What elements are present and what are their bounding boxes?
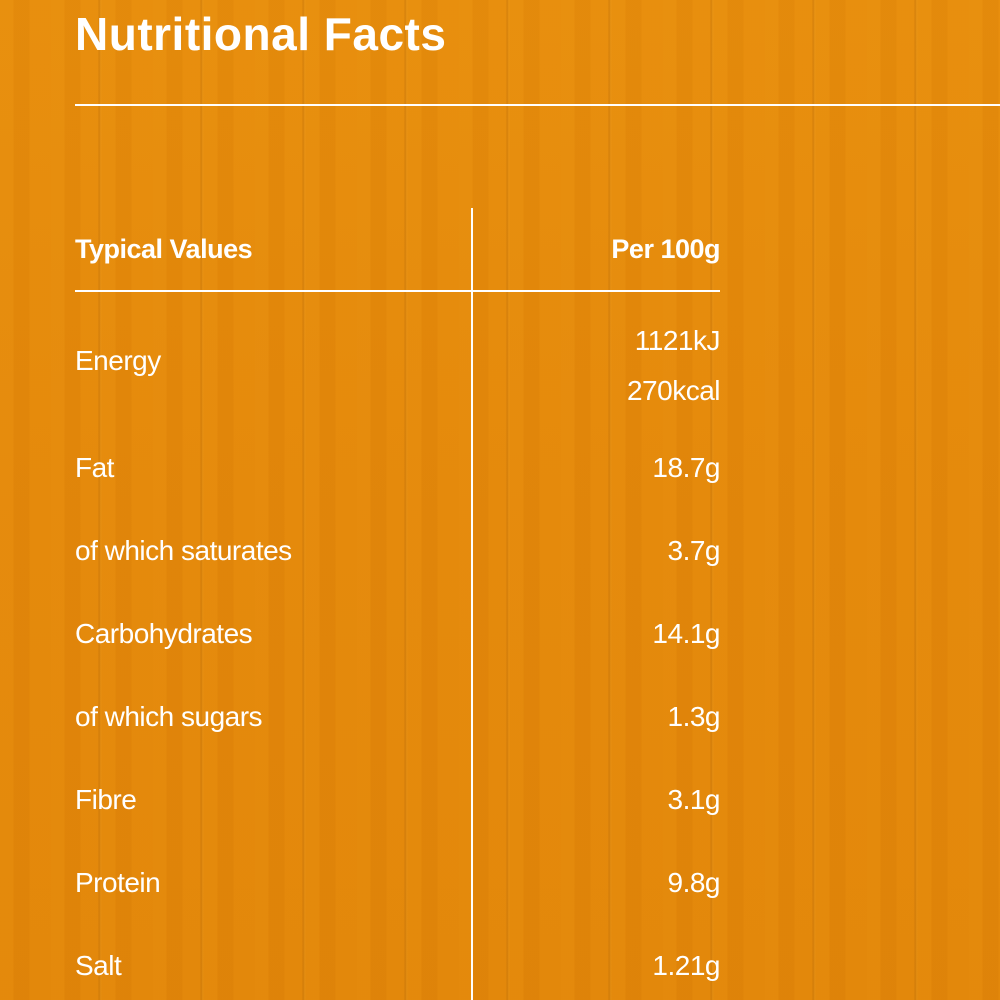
- energy-kj-value: 1121kJ: [634, 325, 721, 356]
- nutrition-table: Typical Values Per 100g Energy 1121kJ 27…: [75, 208, 721, 1000]
- row-value-sugars: 1.3g: [667, 701, 721, 732]
- title-divider: [75, 104, 1000, 106]
- row-label-sugars: of which sugars: [75, 701, 263, 732]
- page-title: Nutritional Facts: [75, 8, 447, 60]
- column-divider: [471, 208, 473, 1000]
- row-value-fat: 18.7g: [652, 452, 720, 483]
- row-label-salt: Salt: [75, 950, 122, 981]
- row-label-fat: Fat: [75, 452, 114, 483]
- row-label-saturates: of which saturates: [75, 535, 292, 566]
- row-value-salt: 1.21g: [652, 950, 720, 981]
- row-label-fibre: Fibre: [75, 784, 137, 815]
- energy-kcal-value: 270kcal: [626, 375, 721, 406]
- row-value-protein: 9.8g: [667, 867, 721, 898]
- row-value-fibre: 3.1g: [667, 784, 721, 815]
- header-divider: [75, 290, 720, 292]
- row-value-carbohydrates: 14.1g: [652, 618, 720, 649]
- row-label-energy: Energy: [75, 345, 161, 376]
- header-per-100g: Per 100g: [611, 234, 720, 264]
- header-typical-values: Typical Values: [75, 234, 253, 264]
- row-label-protein: Protein: [75, 867, 161, 898]
- row-label-carbohydrates: Carbohydrates: [75, 618, 253, 649]
- row-value-saturates: 3.7g: [667, 535, 721, 566]
- energy-values: 1121kJ 270kcal: [626, 316, 721, 416]
